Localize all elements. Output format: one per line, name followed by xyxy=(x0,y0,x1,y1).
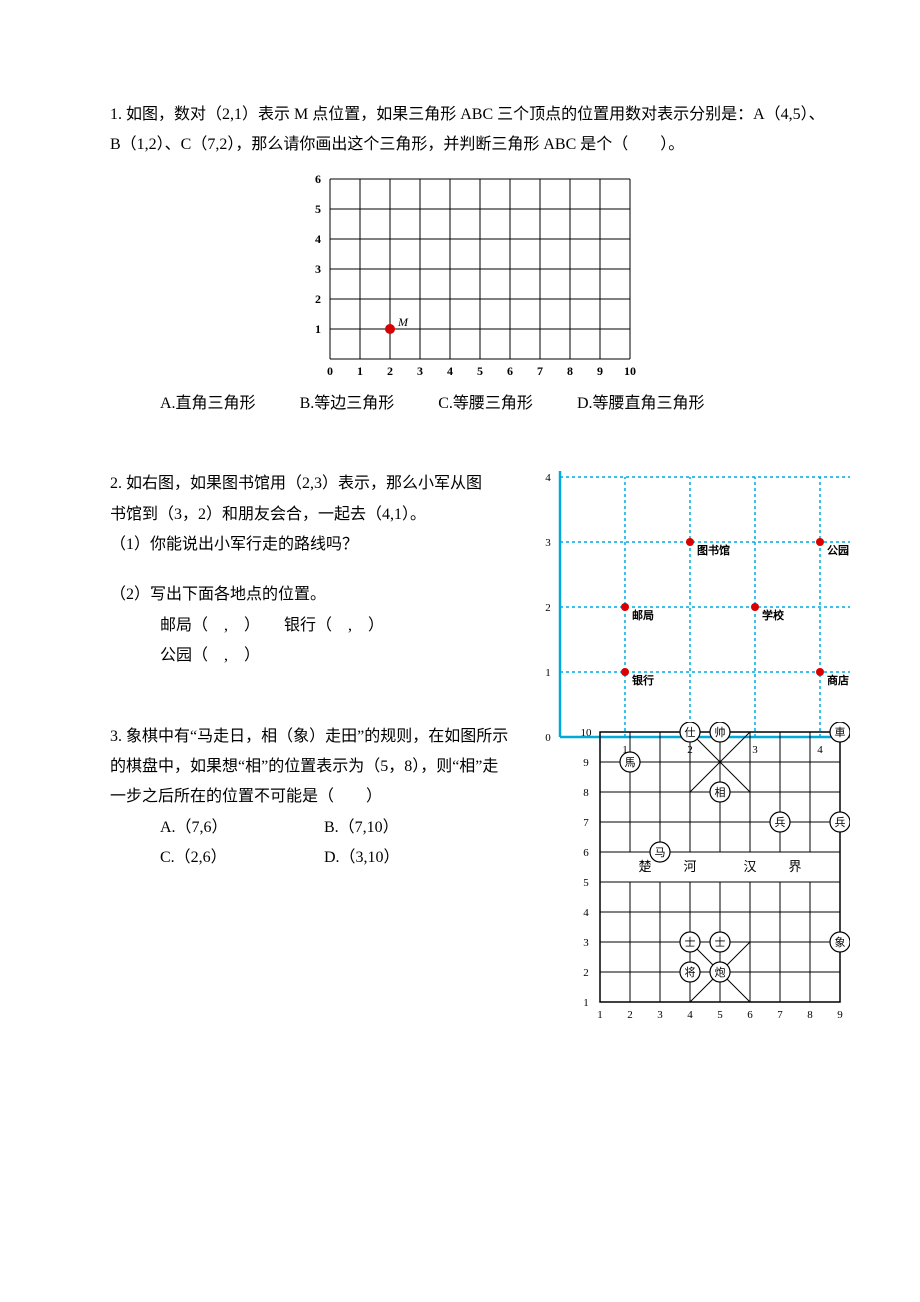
svg-text:2: 2 xyxy=(627,1009,633,1021)
q1-option-d: D.等腰直角三角形 xyxy=(577,389,705,419)
q1-options: A.直角三角形 B.等边三角形 C.等腰三角形 D.等腰直角三角形 xyxy=(160,389,830,419)
svg-text:兵: 兵 xyxy=(835,816,846,829)
svg-text:8: 8 xyxy=(567,364,573,378)
svg-text:3: 3 xyxy=(583,937,589,949)
svg-text:馬: 馬 xyxy=(625,756,636,769)
svg-text:1: 1 xyxy=(545,667,551,679)
svg-text:河: 河 xyxy=(683,859,696,874)
svg-text:5: 5 xyxy=(717,1009,723,1021)
question-3: 3. 象棋中有“马走日，相（象）走田”的规则，在如图所示的棋盘中，如果想“相”的… xyxy=(110,722,830,874)
svg-text:银行: 银行 xyxy=(632,673,654,687)
svg-text:图书馆: 图书馆 xyxy=(697,543,730,557)
q1-option-a: A.直角三角形 xyxy=(160,389,256,419)
svg-text:公园: 公园 xyxy=(827,544,849,557)
svg-text:9: 9 xyxy=(837,1009,843,1021)
svg-text:3: 3 xyxy=(315,262,321,276)
svg-text:10: 10 xyxy=(581,727,593,739)
q2-sub1: （1）你能说出小军行走的路线吗？ xyxy=(110,530,490,560)
svg-text:1: 1 xyxy=(357,364,363,378)
svg-text:4: 4 xyxy=(315,232,321,246)
svg-text:6: 6 xyxy=(315,172,321,186)
svg-text:1: 1 xyxy=(597,1009,603,1021)
question-1: 1. 如图，数对（2,1）表示 M 点位置，如果三角形 ABC 三个顶点的位置用… xyxy=(110,100,830,419)
svg-text:M: M xyxy=(397,315,409,329)
svg-text:9: 9 xyxy=(597,364,603,378)
svg-text:8: 8 xyxy=(807,1009,813,1021)
svg-text:4: 4 xyxy=(583,907,589,919)
svg-text:2: 2 xyxy=(545,602,551,614)
q1-grid-figure: 0 1 2 3 4 5 6 7 8 9 10 1 2 3 4 5 6 M xyxy=(300,169,640,381)
q2-text: 2. 如右图，如果图书馆用（2,3）表示，那么小军从图书馆到（3，2）和朋友会合… xyxy=(110,469,490,530)
svg-text:6: 6 xyxy=(583,847,589,859)
svg-text:士: 士 xyxy=(685,936,696,949)
svg-text:4: 4 xyxy=(545,472,551,484)
q3-option-d: D.（3,10） xyxy=(324,843,400,873)
svg-text:帅: 帅 xyxy=(715,726,726,739)
svg-text:8: 8 xyxy=(583,787,589,799)
q1-text: 1. 如图，数对（2,1）表示 M 点位置，如果三角形 ABC 三个顶点的位置用… xyxy=(110,100,830,161)
svg-text:3: 3 xyxy=(545,537,551,549)
svg-text:炮: 炮 xyxy=(715,966,726,979)
svg-text:7: 7 xyxy=(777,1009,783,1021)
svg-text:4: 4 xyxy=(447,364,453,378)
svg-text:1: 1 xyxy=(583,997,589,1009)
svg-text:将: 将 xyxy=(685,966,696,979)
svg-text:2: 2 xyxy=(315,292,321,306)
svg-text:相: 相 xyxy=(715,786,726,799)
svg-text:6: 6 xyxy=(507,364,513,378)
svg-text:1: 1 xyxy=(315,322,321,336)
svg-text:0: 0 xyxy=(327,364,333,378)
svg-text:学校: 学校 xyxy=(762,608,785,622)
svg-text:兵: 兵 xyxy=(775,816,786,829)
q2-map-figure: 123401234图书馆公园邮局学校银行商店 xyxy=(534,469,860,761)
svg-text:車: 車 xyxy=(835,725,846,739)
q2-sub2: （2）写出下面各地点的位置。 xyxy=(110,580,490,610)
svg-text:马: 马 xyxy=(655,846,666,859)
svg-text:5: 5 xyxy=(477,364,483,378)
q3-text: 3. 象棋中有“马走日，相（象）走田”的规则，在如图所示的棋盘中，如果想“相”的… xyxy=(110,722,510,813)
q2-fill-line2: 公园（ , ） xyxy=(160,641,490,671)
question-2: 2. 如右图，如果图书馆用（2,3）表示，那么小军从图书馆到（3，2）和朋友会合… xyxy=(110,469,830,671)
svg-text:5: 5 xyxy=(583,877,589,889)
q3-option-a: A.（7,6） xyxy=(160,813,280,843)
q3-chess-figure: 楚 河 汉 界 1 2 3 4 5 6 7 8 9 1 2 3 4 5 6 7 8 9 10 仕 帅 車馬相兵 兵马士 士 象将 炮 xyxy=(572,722,850,1026)
svg-text:9: 9 xyxy=(583,757,589,769)
svg-text:界: 界 xyxy=(788,859,801,874)
svg-text:10: 10 xyxy=(624,364,636,378)
svg-text:2: 2 xyxy=(387,364,393,378)
svg-text:仕: 仕 xyxy=(685,726,696,739)
svg-text:3: 3 xyxy=(417,364,423,378)
svg-text:4: 4 xyxy=(687,1009,693,1021)
svg-text:6: 6 xyxy=(747,1009,753,1021)
svg-text:士: 士 xyxy=(715,936,726,949)
svg-text:7: 7 xyxy=(537,364,543,378)
q3-option-b: B.（7,10） xyxy=(324,813,399,843)
q3-option-c: C.（2,6） xyxy=(160,843,280,873)
q2-fill-line1: 邮局（ , ） 银行（ , ） xyxy=(160,611,490,641)
q1-option-b: B.等边三角形 xyxy=(300,389,395,419)
svg-text:7: 7 xyxy=(583,817,589,829)
q1-option-c: C.等腰三角形 xyxy=(438,389,533,419)
svg-text:邮局: 邮局 xyxy=(632,608,654,622)
svg-text:商店: 商店 xyxy=(827,673,849,687)
svg-text:3: 3 xyxy=(657,1009,663,1021)
svg-text:5: 5 xyxy=(315,202,321,216)
svg-text:象: 象 xyxy=(835,936,846,949)
svg-text:楚: 楚 xyxy=(638,859,651,874)
svg-text:汉: 汉 xyxy=(743,859,756,874)
svg-text:2: 2 xyxy=(583,967,589,979)
